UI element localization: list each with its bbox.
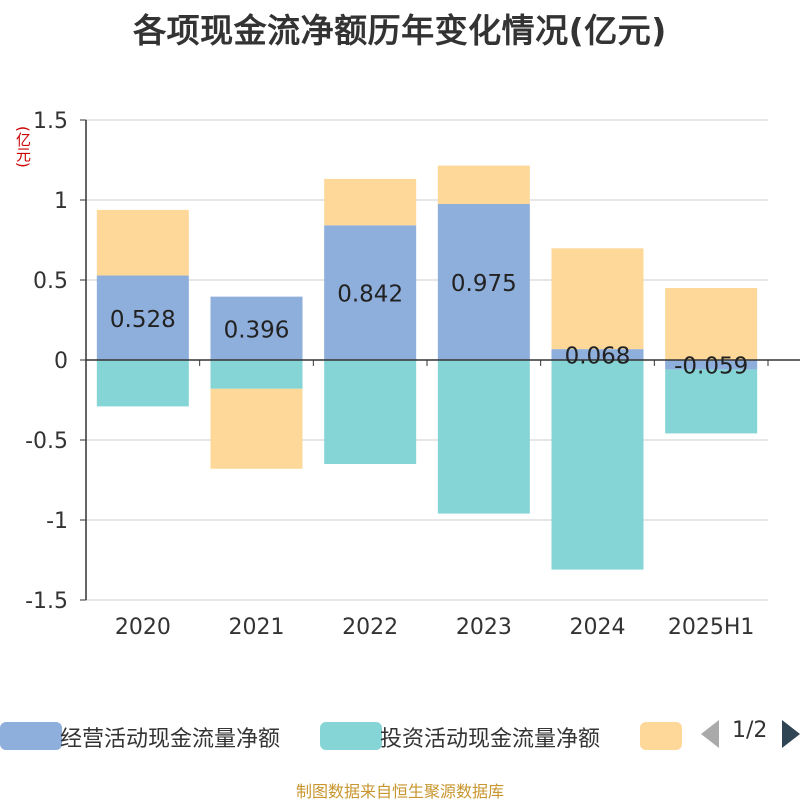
- data-label: -0.059: [674, 354, 748, 380]
- x-tick-label: 2024: [570, 615, 626, 640]
- chart-title: 各项现金流净额历年变化情况(亿元): [133, 11, 667, 50]
- legend-label-investing: 投资活动现金流量净额: [380, 727, 601, 752]
- bar-2021-series-2: [210, 388, 303, 469]
- y-tick-label: 1: [54, 189, 68, 214]
- bars: [96, 165, 758, 570]
- legend: 经营活动现金流量净额 投资活动现金流量净额: [0, 714, 800, 754]
- bar-2022-series-1: [324, 360, 417, 464]
- y-tick-label: -1.5: [25, 589, 68, 614]
- axes: 1.5 1 0.5 0 -0.5 -1 -1.5 2020 2021 2022 2023 2024 20…: [25, 109, 800, 640]
- data-labels: 0.528 0.396 0.842 0.975 0.068 -0.059: [110, 271, 748, 380]
- x-tick-label: 2025H1: [668, 615, 755, 640]
- legend-prev-page-arrow-icon[interactable]: [701, 720, 719, 748]
- legend-swatch-investing: [320, 722, 382, 750]
- bar-2023-series-0: [437, 204, 530, 360]
- bar-2020-series-0: [96, 275, 189, 360]
- bar-chart: 1.5 1 0.5 0 -0.5 -1 -1.5 2020 2021 2022 2023 2024 20…: [25, 109, 800, 640]
- legend-next-page-arrow-icon[interactable]: [782, 720, 800, 748]
- data-label: 0.068: [565, 344, 631, 370]
- bar-2024-series-0: [551, 349, 644, 360]
- bar-2020-series-2: [96, 209, 189, 276]
- bar-2024-series-2: [551, 248, 644, 350]
- legend-swatch-third-series: [640, 722, 682, 750]
- bar-2025H1-series-2: [665, 288, 758, 360]
- y-tick-label: 0: [54, 349, 68, 374]
- data-label: 0.396: [224, 317, 290, 343]
- bar-2022-series-0: [324, 225, 417, 360]
- legend-swatch-operating: [0, 722, 62, 750]
- x-tick-label: 2023: [456, 615, 512, 640]
- x-tick-label: 2021: [229, 615, 285, 640]
- y-axis-unit: (亿元): [14, 126, 32, 168]
- x-tick-label: 2020: [115, 615, 171, 640]
- bar-2023-series-2: [437, 165, 530, 204]
- bar-2021-series-1: [210, 360, 303, 389]
- data-label: 0.842: [337, 282, 403, 308]
- data-label: 0.528: [110, 307, 176, 333]
- data-label: 0.975: [451, 271, 517, 297]
- y-tick-label: -0.5: [25, 429, 68, 454]
- bar-2024-series-1: [551, 360, 644, 570]
- y-tick-label: -1: [46, 509, 68, 534]
- bar-2023-series-1: [437, 360, 530, 514]
- bar-2020-series-1: [96, 360, 189, 407]
- y-tick-label: 0.5: [33, 269, 68, 294]
- x-tick-label: 2022: [342, 615, 398, 640]
- bar-2022-series-2: [324, 178, 417, 226]
- y-tick-label: 1.5: [33, 109, 68, 134]
- legend-page-indicator: 1/2: [732, 718, 768, 743]
- bar-2021-series-0: [210, 296, 303, 360]
- legend-label-operating: 经营活动现金流量净额: [60, 727, 281, 752]
- bar-2025H1-series-0: [665, 360, 758, 370]
- grid-lines: [86, 119, 768, 601]
- bar-2025H1-series-1: [665, 369, 758, 434]
- source-note: 制图数据来自恒生聚源数据库: [295, 782, 504, 801]
